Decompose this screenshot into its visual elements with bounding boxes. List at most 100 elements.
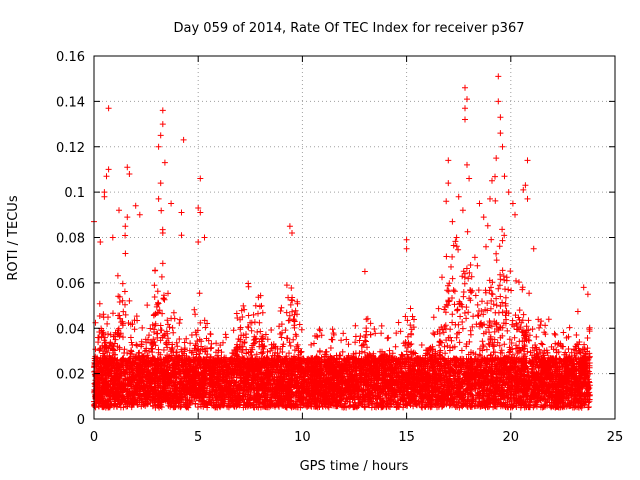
data-point	[158, 207, 165, 214]
data-point	[520, 311, 527, 318]
data-point	[493, 250, 500, 257]
data-point	[484, 300, 491, 307]
data-point	[104, 349, 111, 356]
data-point	[565, 346, 572, 352]
data-point	[280, 341, 287, 348]
data-point	[478, 308, 485, 314]
data-point	[483, 346, 490, 353]
data-point	[431, 331, 438, 338]
data-point	[402, 313, 409, 320]
data-point	[288, 285, 295, 291]
data-point	[173, 339, 180, 346]
data-point	[464, 228, 471, 235]
data-point	[317, 327, 324, 334]
data-point	[493, 295, 500, 302]
data-point	[151, 282, 158, 289]
data-point	[444, 287, 451, 294]
data-point	[364, 344, 370, 351]
data-point	[237, 336, 244, 343]
data-point	[460, 293, 467, 300]
data-point	[488, 297, 495, 304]
data-point	[545, 316, 552, 323]
data-point	[443, 253, 450, 260]
data-point	[356, 337, 363, 344]
data-point	[465, 309, 472, 316]
data-point	[343, 336, 350, 343]
data-point	[201, 317, 208, 324]
data-point	[313, 332, 320, 339]
data-point	[466, 269, 473, 276]
data-point	[538, 340, 545, 347]
data-point	[441, 306, 448, 313]
data-point	[298, 348, 305, 355]
data-point	[489, 291, 496, 298]
data-point	[367, 320, 374, 327]
data-point	[455, 246, 462, 253]
data-point	[501, 277, 508, 283]
data-point	[507, 268, 514, 275]
data-point	[479, 298, 485, 305]
data-point	[251, 319, 258, 326]
data-points	[91, 73, 593, 411]
data-point	[508, 287, 515, 294]
data-point	[439, 274, 445, 281]
data-point	[448, 263, 454, 270]
data-point	[454, 330, 461, 337]
data-point	[397, 328, 404, 335]
data-point	[117, 315, 124, 322]
data-point	[499, 299, 506, 306]
data-point	[191, 306, 198, 313]
data-point	[496, 243, 503, 250]
data-point	[509, 317, 516, 324]
data-point	[352, 322, 359, 329]
data-point	[164, 317, 171, 324]
data-point	[329, 326, 336, 333]
data-point	[445, 282, 451, 289]
data-point	[122, 301, 128, 308]
data-point	[187, 340, 194, 347]
data-point	[494, 339, 501, 346]
data-point	[286, 339, 293, 346]
data-point	[208, 344, 215, 351]
data-point	[259, 309, 266, 316]
data-point	[362, 337, 369, 344]
data-point	[160, 347, 167, 353]
data-point	[239, 314, 246, 320]
data-point	[586, 324, 593, 331]
data-point	[435, 305, 442, 312]
data-point	[474, 312, 481, 319]
data-point	[474, 262, 481, 269]
data-point	[278, 304, 285, 311]
data-point	[443, 337, 450, 344]
data-point	[418, 342, 425, 348]
data-point	[468, 273, 475, 280]
data-point	[165, 321, 171, 328]
data-point	[237, 324, 244, 331]
data-point	[292, 307, 299, 314]
data-point	[287, 301, 294, 308]
data-point	[469, 287, 476, 294]
data-point	[463, 315, 470, 322]
data-point	[393, 330, 400, 337]
data-point	[437, 347, 444, 354]
data-point	[92, 319, 99, 326]
data-point	[277, 308, 284, 314]
data-point	[576, 339, 583, 345]
data-point	[289, 297, 296, 304]
data-point	[526, 332, 533, 339]
data-point	[389, 350, 396, 357]
data-point	[496, 282, 503, 289]
data-point	[169, 324, 176, 331]
data-point	[288, 296, 295, 303]
data-point	[457, 313, 464, 320]
data-point	[296, 321, 303, 328]
data-point	[453, 334, 460, 341]
data-point	[449, 311, 456, 318]
data-point	[492, 173, 498, 180]
data-point	[533, 333, 540, 340]
data-point	[213, 340, 220, 347]
data-point	[122, 311, 129, 318]
data-point	[544, 349, 551, 356]
data-point	[552, 331, 559, 338]
data-point	[404, 333, 411, 340]
